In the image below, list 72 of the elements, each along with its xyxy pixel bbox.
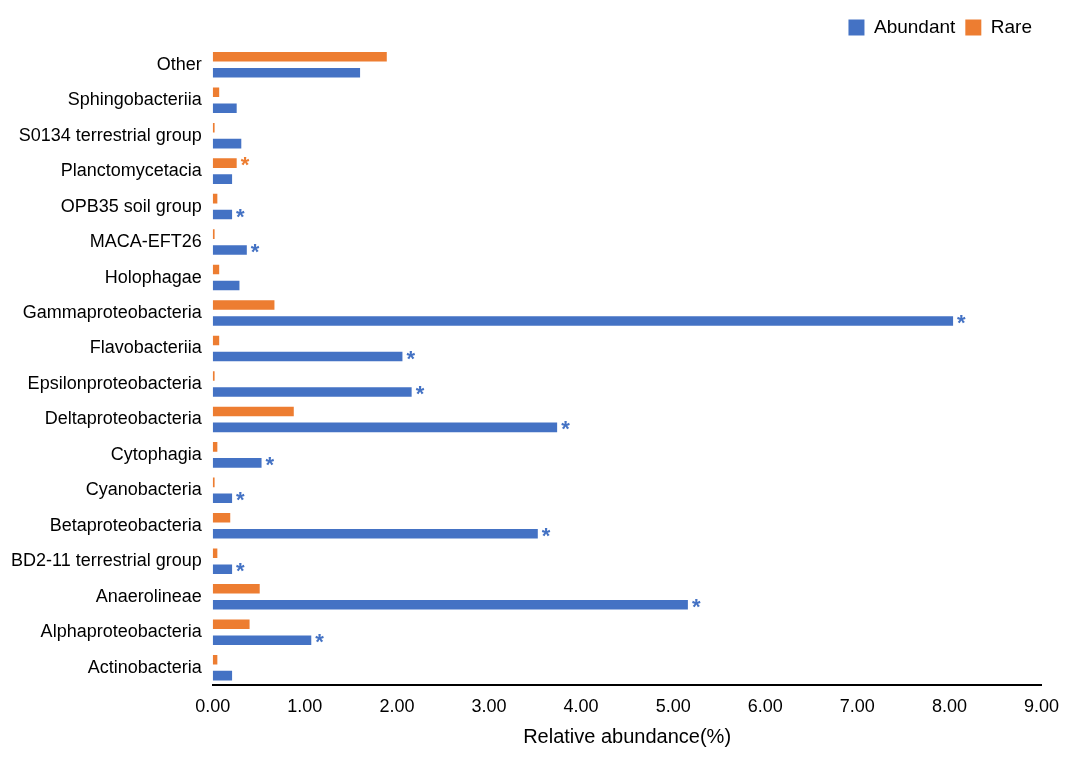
bar (212, 670, 233, 681)
bar (212, 51, 387, 62)
y-tick-label: Sphingobacteriia (67, 89, 203, 110)
annotation: * (406, 345, 416, 371)
legend-label: Rare (990, 15, 1033, 37)
legend-label: Abundant (873, 15, 957, 37)
x-tick-label: 3.00 (471, 696, 507, 717)
y-tick-label: Cytophagia (110, 443, 203, 464)
x-tick-label: 4.00 (563, 696, 599, 717)
annotation: * (415, 380, 425, 406)
annotation: * (315, 629, 325, 655)
bar (212, 158, 237, 168)
x-tick-label: 0.00 (195, 696, 231, 717)
bar (212, 548, 218, 559)
x-tick-label: 2.00 (379, 696, 415, 717)
bar (212, 442, 218, 452)
bar (212, 351, 403, 362)
bar (212, 599, 688, 610)
bar (212, 387, 412, 397)
y-tick-label: Epsilonproteobacteria (27, 372, 203, 393)
y-tick-label: OPB35 soil group (60, 195, 202, 216)
bar (212, 87, 220, 98)
y-tick-label: Gammaproteobacteria (22, 301, 203, 322)
bar (212, 174, 233, 184)
y-tick-label: BD2-11 terrestrial group (11, 550, 202, 571)
annotation: * (691, 593, 701, 619)
annotation: * (240, 152, 250, 178)
annotation: * (957, 310, 967, 336)
bar (212, 422, 558, 433)
y-tick-label: Actinobacteria (87, 656, 203, 677)
annotation: * (541, 522, 551, 548)
bar (212, 528, 538, 539)
y-tick-label: Deltaproteobacteria (44, 408, 203, 429)
bar (212, 619, 250, 630)
y-tick-label: Holophagae (104, 266, 202, 287)
annotation: * (236, 558, 246, 584)
bar (212, 245, 247, 255)
y-tick-label: Cyanobacteria (85, 479, 203, 500)
bar (212, 67, 361, 78)
x-tick-label: 1.00 (287, 696, 323, 717)
bar (212, 280, 240, 291)
bar (212, 406, 294, 417)
x-tick-label: 5.00 (655, 696, 691, 717)
bar (212, 493, 233, 504)
y-tick-label: S0134 terrestrial group (18, 124, 202, 145)
x-tick-label: 6.00 (747, 696, 783, 717)
bar (212, 635, 312, 645)
bar (212, 583, 260, 594)
annotation: * (250, 239, 260, 265)
annotation: * (561, 416, 571, 442)
annotation: * (265, 451, 275, 477)
y-tick-label: Flavobacteriia (89, 337, 203, 358)
y-tick-label: Alphaproteobacteria (40, 621, 203, 642)
x-tick-label: 9.00 (1023, 696, 1060, 717)
bar (212, 564, 233, 575)
x-tick-label: 8.00 (931, 696, 967, 717)
y-tick-label: Planctomycetacia (60, 160, 203, 181)
y-tick-label: Betaproteobacteria (49, 514, 203, 535)
bar (212, 513, 231, 523)
bar (212, 103, 237, 113)
bar (212, 458, 262, 468)
bar (212, 300, 275, 310)
annotation: * (236, 487, 246, 513)
bar (212, 209, 233, 220)
x-axis-title: Relative abundance(%) (523, 724, 732, 747)
y-tick-label: Other (156, 53, 202, 74)
annotation: * (236, 203, 246, 229)
x-tick-label: 7.00 (839, 696, 875, 717)
y-tick-label: MACA-EFT26 (89, 231, 202, 252)
bar (212, 138, 242, 149)
bar (212, 316, 954, 326)
y-tick-label: Anaerolineae (95, 585, 202, 606)
